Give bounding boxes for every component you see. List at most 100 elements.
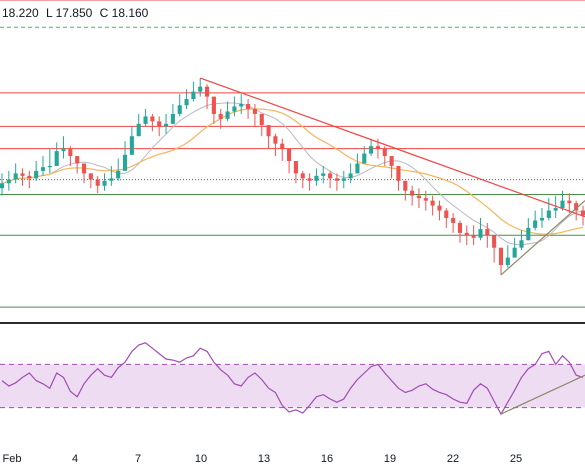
candle-body (416, 195, 422, 199)
candle-body (136, 123, 141, 137)
candle-body (293, 161, 298, 174)
candle-body (457, 222, 463, 233)
candle-body (20, 173, 25, 176)
x-tick-label: 16 (321, 453, 333, 465)
candle-body (478, 229, 483, 238)
candle-body (533, 220, 538, 228)
candle-body (464, 232, 469, 236)
candle-body (88, 173, 93, 180)
candle-body (314, 175, 319, 181)
candle-body (437, 205, 442, 211)
candle-body (539, 217, 545, 221)
candle-body (389, 156, 394, 166)
candle-body (451, 217, 456, 223)
candle-body (423, 198, 428, 201)
candle-body (444, 210, 449, 218)
candle-body (560, 200, 565, 209)
candle-body (211, 96, 216, 114)
candle-body (40, 167, 46, 171)
x-tick-label: 22 (447, 453, 459, 465)
candle-body (300, 173, 305, 179)
x-tick-label: 10 (195, 453, 207, 465)
candle-body (81, 163, 87, 174)
candle-body (232, 106, 237, 112)
candle-body (109, 178, 114, 181)
candle-body (34, 170, 39, 179)
candle-body (280, 143, 285, 149)
candle-body (430, 200, 435, 206)
candle-body (362, 153, 367, 164)
candle-body (163, 123, 169, 127)
x-tick-label: 13 (258, 453, 270, 465)
candle-body (553, 208, 558, 211)
ascending-trendline (500, 200, 585, 276)
candle-body (519, 240, 524, 248)
candle-body (252, 108, 257, 114)
candle-body (6, 179, 11, 184)
descending-trendline (200, 77, 585, 218)
moving-average-fast (1, 108, 584, 235)
candle-body (75, 156, 80, 164)
candle-body (61, 148, 66, 152)
candle-body (191, 91, 196, 100)
candle-body (116, 170, 121, 179)
candle-body (485, 229, 490, 236)
candle-body (143, 116, 148, 124)
candle-body (129, 136, 134, 155)
candle-body (375, 146, 380, 149)
candle-body (471, 235, 476, 238)
candle-body (177, 105, 182, 114)
rsi-band (0, 364, 585, 408)
candle-body (492, 235, 497, 248)
x-tick-label: 19 (384, 453, 396, 465)
candle-body (369, 146, 374, 154)
ohlc-close: C 18.160 (99, 6, 149, 20)
candle-body (205, 86, 210, 97)
x-axis: Feb 4 7 10 13 16 19 22 25 (3, 453, 523, 465)
candle-body (0, 183, 5, 189)
candle-body (225, 111, 230, 119)
candle-body (273, 136, 278, 144)
candle-body (580, 210, 585, 216)
candle-body (348, 173, 353, 179)
x-tick-label: Feb (3, 453, 22, 465)
candle-body (498, 247, 504, 266)
x-tick-label: 25 (510, 453, 522, 465)
candle-body (287, 148, 292, 161)
rsi-panel (0, 342, 585, 416)
candle-body (512, 247, 517, 258)
rsi-line (1, 342, 584, 416)
candle-body (68, 148, 73, 157)
ohlc-readout: 18.220 L 17.850 C 18.160 (2, 6, 152, 20)
candle-body (150, 116, 155, 122)
candle-body (526, 227, 531, 241)
candle-body (341, 178, 346, 181)
candle-body (246, 104, 251, 109)
candle-body (259, 113, 264, 126)
x-tick-label: 4 (72, 453, 78, 465)
candle-body (321, 173, 326, 176)
candle-body (567, 200, 572, 204)
candle-body (95, 179, 100, 186)
candle-body (396, 165, 401, 181)
candle-body (198, 86, 203, 92)
candle-body (54, 151, 59, 166)
candle-body (403, 180, 408, 191)
ohlc-high: 18.220 (2, 6, 39, 20)
candle-body (239, 104, 244, 107)
candle-body (546, 210, 551, 218)
price-panel (0, 0, 585, 308)
candle-body (410, 190, 415, 196)
candle-body (184, 99, 189, 106)
ohlc-low: L 17.850 (46, 6, 93, 20)
candle-body (505, 257, 510, 266)
candle-body (122, 154, 128, 171)
candle-body (13, 173, 18, 180)
candle-body (266, 125, 271, 137)
candle-body (27, 175, 32, 179)
moving-average-slow (1, 102, 584, 246)
rsi-trendline (500, 374, 585, 415)
x-tick-label: 7 (135, 453, 141, 465)
